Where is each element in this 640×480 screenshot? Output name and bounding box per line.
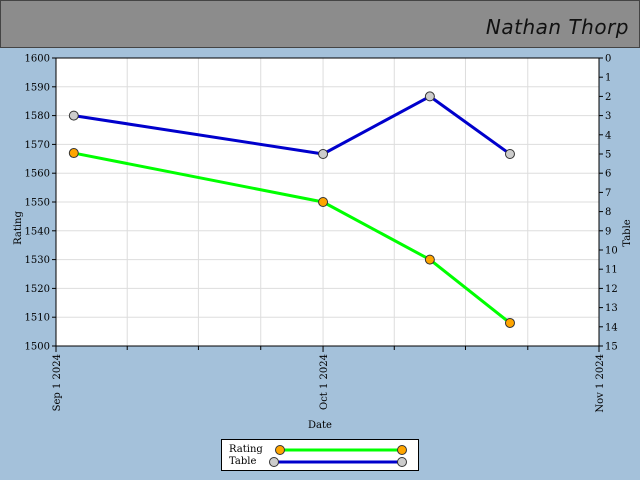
y2-tick-label: 3 (605, 111, 611, 122)
legend-swatch-rating (275, 445, 407, 455)
y2-tick-label: 10 (605, 246, 618, 257)
y-tick-label: 1510 (25, 313, 50, 324)
y2-axis-title: Table (622, 219, 633, 246)
axes: 1500151015201530154015501560157015801590… (25, 54, 618, 413)
data-point-rating (504, 317, 515, 328)
legend-item-rating: Rating (229, 444, 415, 456)
y2-tick-label: 14 (605, 322, 618, 333)
y-tick-label: 1540 (25, 226, 50, 237)
legend: Rating Table (221, 439, 419, 471)
plot-border (55, 57, 600, 347)
y-tick-label: 1560 (25, 169, 50, 180)
y-tick-label: 1580 (25, 111, 50, 122)
y-tick-label: 1550 (25, 198, 50, 209)
y-tick-label: 1520 (25, 284, 50, 295)
data-point-rating (68, 148, 79, 159)
header-bar: Nathan Thorp (0, 0, 640, 48)
y-axis-title: Rating (13, 211, 24, 245)
y-tick-label: 1500 (25, 342, 50, 353)
y-tick-label: 1600 (25, 54, 50, 65)
data-point-rating (318, 197, 329, 207)
y2-tick-label: 6 (605, 169, 611, 180)
y2-tick-label: 7 (605, 188, 611, 199)
data-point-table (68, 110, 79, 121)
y-tick-label: 1570 (25, 140, 50, 151)
legend-item-table: Table (229, 456, 415, 468)
series-line-rating (73, 151, 511, 325)
y2-tick-label: 15 (605, 342, 618, 353)
y2-tick-label: 11 (605, 265, 618, 276)
legend-label-rating: Rating (229, 444, 263, 455)
y2-tick-label: 1 (605, 73, 611, 84)
y-tick-label: 1590 (25, 82, 50, 93)
legend-label-table: Table (229, 456, 257, 467)
data-point-table (424, 91, 435, 102)
y2-tick-label: 2 (605, 92, 611, 103)
x-axis-title: Date (308, 420, 332, 431)
y2-tick-label: 4 (605, 130, 611, 141)
y2-tick-label: 5 (605, 150, 611, 161)
x-tick-label: Oct 1 2024 (319, 354, 330, 410)
data-point-table (318, 149, 329, 159)
y2-tick-label: 13 (605, 303, 618, 314)
y-tick-label: 1530 (25, 255, 50, 266)
x-tick-label: Nov 1 2024 (595, 354, 606, 413)
series-line-table (73, 94, 511, 156)
y2-tick-label: 0 (605, 54, 611, 65)
y2-tick-label: 8 (605, 207, 611, 218)
series (68, 91, 515, 328)
data-point-rating (424, 254, 435, 265)
legend-swatch-table (269, 457, 407, 467)
y2-tick-label: 9 (605, 226, 611, 237)
player-name: Nathan Thorp (485, 15, 629, 39)
y2-tick-label: 12 (605, 284, 618, 295)
data-point-table (504, 149, 515, 159)
x-tick-label: Sep 1 2024 (52, 354, 63, 411)
